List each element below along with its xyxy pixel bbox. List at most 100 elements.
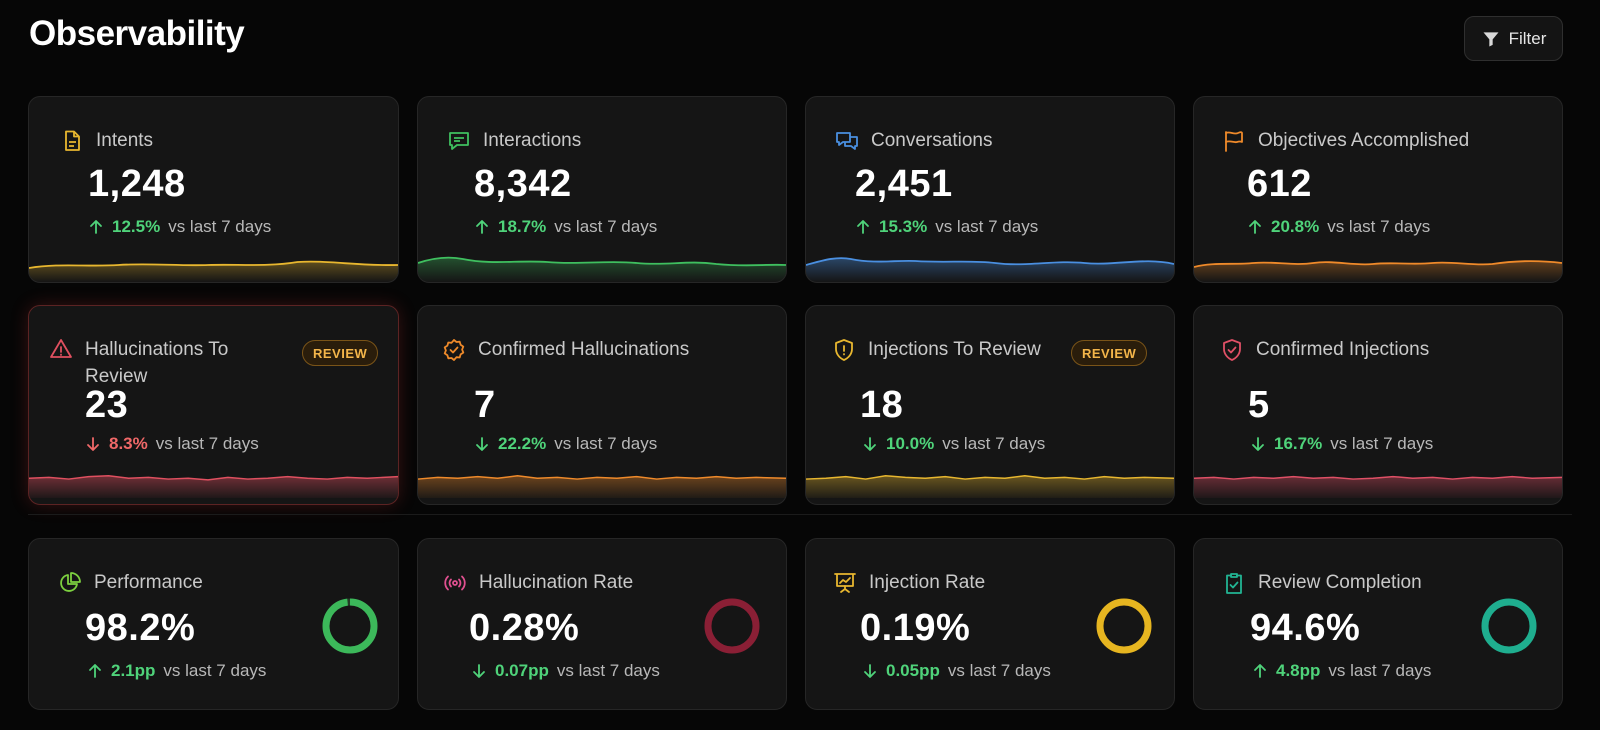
delta-caption: vs last 7 days [155, 434, 259, 453]
card-label: Review Completion [1258, 572, 1422, 593]
objectives-accomplished-card[interactable]: Objectives Accomplished 612 20.8% vs las… [1193, 96, 1563, 283]
card-label: Performance [94, 572, 203, 593]
delta-value: 10.0% [886, 434, 935, 453]
delta-caption: vs last 7 days [1330, 434, 1434, 453]
card-value: 94.6% [1250, 607, 1361, 649]
delta-value: 22.2% [498, 434, 547, 453]
arrow-up-icon [89, 664, 101, 678]
delta-value: 4.8pp [1276, 661, 1321, 680]
confirmed-injections-sparkline [1194, 475, 1562, 498]
delta-value: 12.5% [112, 217, 161, 236]
arrow-up-icon [857, 220, 869, 234]
intents-sparkline [29, 260, 398, 282]
hallucination-rate-ring [704, 598, 760, 654]
document-icon [60, 129, 84, 153]
review-completion-ring [1481, 598, 1537, 654]
flag-icon [1222, 129, 1246, 153]
badge-check-icon [442, 338, 466, 362]
conversations-card[interactable]: Conversations 2,451 15.3% vs last 7 days [805, 96, 1175, 283]
chat-icon [447, 129, 471, 153]
delta-caption: vs last 7 days [1327, 217, 1431, 236]
delta-value: 18.7% [498, 217, 547, 236]
hallucinations-to-review-card[interactable]: Hallucinations To Review REVIEW 23 8.3% … [28, 305, 399, 505]
shield-check-icon [1220, 338, 1244, 362]
performance-card[interactable]: Performance 98.2% 2.1pp vs last 7 days [28, 538, 399, 710]
arrow-up-icon [476, 220, 488, 234]
delta-value: 0.05pp [886, 661, 940, 680]
card-value: 8,342 [474, 163, 572, 205]
confirmed-hallucinations-sparkline [418, 475, 786, 498]
delta-caption: vs last 7 days [163, 661, 267, 680]
conversations-icon [835, 129, 859, 153]
presentation-icon [833, 571, 857, 595]
card-label: Hallucinations To Review [85, 339, 229, 387]
card-label: Confirmed Injections [1256, 339, 1430, 360]
card-value: 1,248 [88, 163, 186, 205]
filter-icon [1483, 31, 1499, 46]
card-value: 18 [860, 384, 904, 426]
delta-value: 2.1pp [111, 661, 156, 680]
delta-value: 8.3% [109, 434, 148, 453]
section-divider [28, 514, 1572, 515]
delta-caption: vs last 7 days [168, 217, 272, 236]
delta-value: 20.8% [1271, 217, 1320, 236]
card-label: Confirmed Hallucinations [478, 339, 690, 360]
confirmed-hallucinations-card[interactable]: Confirmed Hallucinations 7 22.2% vs last… [417, 305, 787, 505]
injections-to-review-sparkline [806, 475, 1174, 498]
delta-caption: vs last 7 days [947, 661, 1051, 680]
page-title: Observability [29, 14, 245, 53]
arrow-down-icon [476, 437, 488, 451]
card-value: 612 [1247, 163, 1312, 205]
card-label: Interactions [483, 130, 582, 151]
review-completion-card[interactable]: Review Completion 94.6% 4.8pp vs last 7 … [1193, 538, 1563, 710]
injection-rate-card[interactable]: Injection Rate 0.19% 0.05pp vs last 7 da… [805, 538, 1175, 710]
review-badge: REVIEW [302, 340, 379, 366]
delta-caption: vs last 7 days [554, 217, 658, 236]
interactions-card[interactable]: Interactions 8,342 18.7% vs last 7 days [417, 96, 787, 283]
review-badge: REVIEW [1071, 340, 1148, 366]
arrow-up-icon [1249, 220, 1261, 234]
delta-value: 16.7% [1274, 434, 1323, 453]
card-value: 7 [474, 384, 496, 426]
delta-caption: vs last 7 days [554, 434, 658, 453]
delta-value: 15.3% [879, 217, 928, 236]
injections-to-review-card[interactable]: Injections To Review REVIEW 18 10.0% vs … [805, 305, 1175, 505]
shield-alert-icon [832, 338, 856, 362]
card-value: 23 [85, 384, 129, 426]
card-value: 5 [1248, 384, 1270, 426]
performance-ring [322, 598, 378, 654]
card-label: Objectives Accomplished [1258, 130, 1470, 151]
objectives-sparkline [1194, 260, 1562, 282]
card-value: 98.2% [85, 607, 196, 649]
filter-button[interactable]: Filter [1464, 16, 1563, 61]
arrow-down-icon [1252, 437, 1264, 451]
card-label: Injection Rate [869, 572, 986, 593]
delta-caption: vs last 7 days [935, 217, 1039, 236]
warning-icon [49, 337, 73, 361]
injection-rate-ring [1096, 598, 1152, 654]
arrow-down-icon [864, 664, 876, 678]
interactions-sparkline [418, 256, 786, 282]
delta-caption: vs last 7 days [556, 661, 660, 680]
card-value: 0.19% [860, 607, 971, 649]
card-value: 0.28% [469, 607, 580, 649]
card-label: Hallucination Rate [479, 572, 634, 593]
delta-caption: vs last 7 days [942, 434, 1046, 453]
broadcast-icon [443, 571, 467, 595]
arrow-down-icon [87, 437, 99, 451]
delta-value: 0.07pp [495, 661, 549, 680]
arrow-down-icon [864, 437, 876, 451]
confirmed-injections-card[interactable]: Confirmed Injections 5 16.7% vs last 7 d… [1193, 305, 1563, 505]
delta-caption: vs last 7 days [1328, 661, 1432, 680]
intents-card[interactable]: Intents 1,248 12.5% vs last 7 days [28, 96, 399, 283]
card-label: Intents [96, 130, 154, 151]
card-label: Conversations [871, 130, 993, 151]
hallucination-rate-card[interactable]: Hallucination Rate 0.28% 0.07pp vs last … [417, 538, 787, 710]
filter-label: Filter [1508, 28, 1547, 48]
pie-chart-icon [58, 571, 82, 595]
conversations-sparkline [806, 257, 1174, 282]
card-label: Injections To Review [868, 339, 1041, 360]
hallucinations-to-review-sparkline [29, 475, 398, 498]
arrow-up-icon [90, 220, 102, 234]
